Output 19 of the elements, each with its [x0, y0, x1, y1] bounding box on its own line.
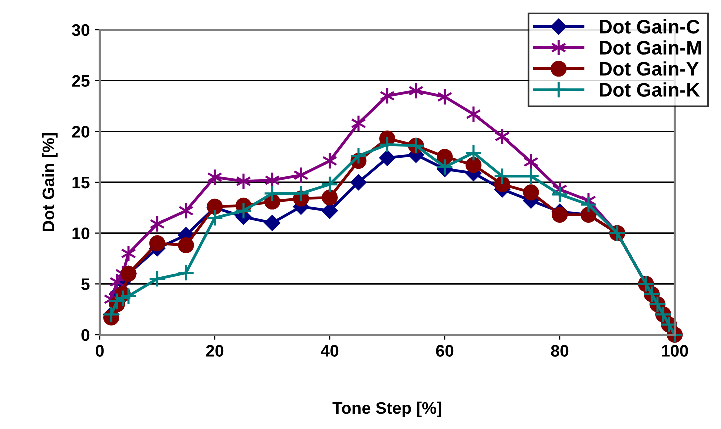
x-tick-label: 40 — [320, 345, 339, 357]
legend-label: Dot Gain-M — [600, 40, 702, 55]
x-tick-label: 60 — [436, 345, 454, 357]
y-tick-label: 0 — [82, 329, 90, 342]
x-tick-label: 80 — [551, 345, 569, 357]
legend-label: Dot Gain-C — [600, 20, 700, 34]
y-tick-label: 15 — [72, 177, 90, 189]
x-axis-title: Tone Step [%] — [332, 402, 442, 418]
y-axis-title: Dot Gain [%] — [42, 133, 58, 232]
x-tick-label: 20 — [206, 345, 224, 357]
legend-label: Dot Gain-Y — [600, 62, 699, 76]
x-tick-label: 0 — [96, 345, 104, 357]
x-tick-label: 100 — [662, 345, 688, 357]
y-tick-label: 10 — [72, 228, 90, 240]
legend-label: Dot Gain-K — [600, 82, 700, 97]
y-tick-label: 30 — [72, 24, 90, 36]
y-tick-label: 20 — [72, 126, 90, 138]
y-tick-label: 5 — [82, 278, 90, 290]
y-tick-label: 25 — [72, 75, 90, 88]
